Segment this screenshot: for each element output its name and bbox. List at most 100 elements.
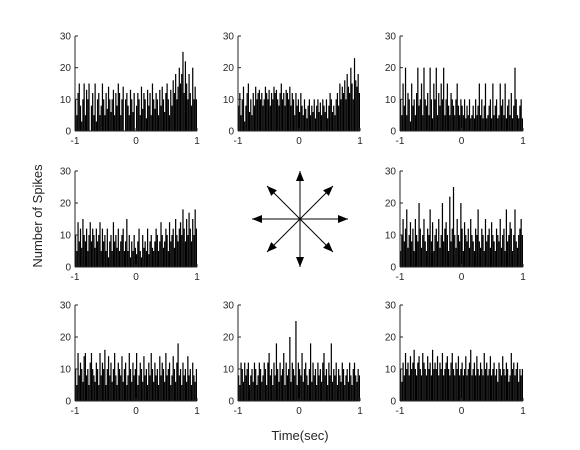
histogram-bar [335,99,337,131]
histogram-bar [445,222,447,267]
histogram-bar [450,362,452,401]
histogram-bar [430,99,432,131]
histogram-bar [320,381,323,401]
histogram-bar [318,375,320,401]
histogram-bar [427,228,429,267]
y-tick-label: 30 [60,301,72,312]
histogram-bar [75,99,77,131]
histogram-bar [274,375,276,401]
histogram-bar [186,381,188,401]
histogram-bar [452,369,455,401]
histogram-bar [166,235,168,267]
histogram-bar [513,362,515,401]
histogram-bar [90,241,93,267]
histogram-bar [430,375,432,401]
histogram-bar [476,235,478,267]
histogram-bar [112,222,115,267]
histogram-bar [417,362,419,401]
histogram-bar [520,219,522,267]
histogram-bar [415,93,418,131]
histogram-bar [511,251,514,267]
histogram-bar [303,99,306,131]
histogram-bar [438,219,440,267]
histogram-bar [325,369,328,401]
histogram-bar [436,115,439,131]
histogram-bar [428,369,430,401]
histogram-bar [457,356,460,401]
histogram-bar [162,369,165,401]
histogram-bar [277,99,279,131]
histogram-bar [98,93,100,131]
histogram-bar [238,105,240,131]
histogram-bar [153,381,155,401]
histogram-bar [194,381,196,401]
x-tick-label: 0 [133,272,139,283]
x-tick-label: -1 [71,406,80,417]
histogram-bar [84,115,86,131]
histogram-bar [76,251,78,267]
x-tick-label: 1 [194,406,200,417]
histogram-bar [153,99,155,131]
y-tick-label: 30 [60,32,72,43]
histogram-bar [250,375,252,401]
histogram-bars [400,349,523,401]
histogram-bar [303,369,306,401]
histogram-bar [417,67,419,131]
histogram-bar [454,235,456,267]
y-tick-label: 10 [385,365,397,376]
y-tick-label: 20 [60,63,72,74]
histogram-bar [306,375,308,401]
histogram-bar [406,209,408,267]
y-tick-label: 20 [385,333,397,344]
histogram-bar [446,83,448,131]
histogram-bar [455,362,457,401]
histogram-bar [493,241,495,267]
histogram-bar [172,228,174,267]
x-tick-label: 0 [133,406,139,417]
histogram-bar [107,356,110,401]
y-tick-label: 0 [228,397,234,408]
histogram-bar [122,228,124,267]
histogram-bar [127,251,129,267]
histogram-bar [148,105,150,131]
histogram-bar [504,251,506,267]
histogram-bar [499,219,501,267]
histogram-bar [336,385,339,401]
histogram-bar [422,115,424,131]
y-tick-label: 10 [385,95,397,106]
histogram-bar [318,112,320,131]
histogram-bar [508,381,510,401]
histogram-bar [509,222,511,267]
histogram-bar [328,362,330,401]
histogram-bar [238,375,240,401]
histogram-bar [341,86,343,131]
histogram-bar [192,67,194,131]
histogram-bar [129,369,132,401]
histogram-bar [502,99,504,131]
histogram-bar [443,67,445,131]
histogram-bar [275,343,278,401]
histogram-bar [471,375,473,401]
y-tick-label: 20 [385,199,397,210]
histogram-bar [171,105,173,131]
histogram-bar [85,375,88,401]
histogram-bar [128,235,130,267]
histogram-bar [447,251,450,267]
x-tick-label: 0 [459,406,465,417]
histogram-bar [288,369,290,401]
histogram-bar [513,235,515,267]
histogram-bar [297,99,299,131]
histogram-bar [488,228,490,267]
histogram-bar [177,86,179,131]
histogram-bar [190,385,193,401]
histogram-bar [429,209,431,267]
histogram-bar [187,235,189,267]
histogram-bar [105,385,107,401]
histogram-bar [168,222,171,267]
histogram-bar [165,353,167,401]
histogram-bar [489,247,492,267]
arrow-up-icon [296,171,304,219]
histogram-bar [245,375,247,401]
